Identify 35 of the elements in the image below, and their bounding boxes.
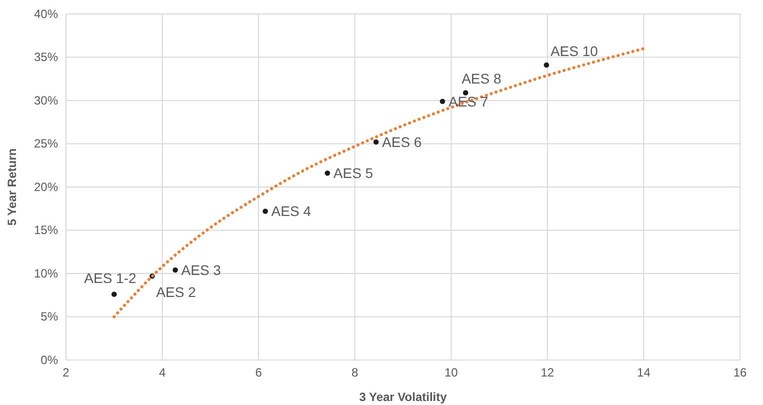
- annotation: AES 10: [550, 42, 598, 59]
- annotation: AES 2: [156, 284, 196, 300]
- point: [544, 62, 550, 68]
- x-tick-label: 12: [540, 366, 554, 380]
- annotation: AES 8: [462, 70, 502, 87]
- x-tick-label: 10: [444, 366, 458, 380]
- x-tick-label: 16: [733, 366, 747, 380]
- y-tick-label: 25%: [34, 136, 58, 151]
- x-tick-label: 8: [352, 366, 359, 380]
- point: [324, 170, 330, 176]
- point: [440, 98, 446, 104]
- point: [172, 267, 178, 273]
- x-tick-label: 2: [62, 366, 70, 380]
- y-tick-label: 35%: [34, 50, 58, 64]
- point: [262, 208, 268, 214]
- y-tick-label: 40%: [34, 6, 58, 21]
- annotation: AES 1-2: [84, 270, 136, 286]
- point: [373, 139, 379, 145]
- y-tick-label: 0%: [40, 352, 58, 367]
- y-tick-label: 30%: [34, 93, 58, 108]
- y-tick-label: 10%: [34, 266, 58, 280]
- line-series: [112, 47, 646, 318]
- annotation: AES 6: [382, 134, 422, 150]
- y-tick-label: 5%: [40, 310, 58, 324]
- annotation: AES 3: [181, 262, 222, 278]
- x-tick-label: 14: [637, 366, 651, 380]
- point: [111, 292, 117, 297]
- x-tick-label: 6: [255, 366, 262, 380]
- annotation: AES 5: [333, 165, 374, 182]
- x-axis-title: 3 Year Volatility: [359, 390, 448, 404]
- y-tick-label: 20%: [34, 180, 58, 194]
- y-tick-label: 15%: [34, 223, 58, 238]
- annotation: AES 4: [271, 203, 312, 220]
- y-axis-title: 5 Year Return: [5, 148, 19, 226]
- x-tick-label: 4: [158, 366, 166, 380]
